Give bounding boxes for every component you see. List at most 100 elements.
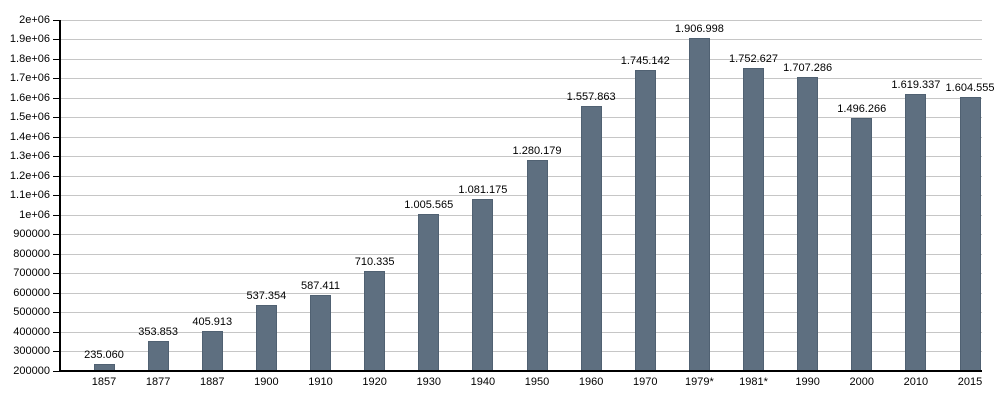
y-axis-tick-label: 1.5e+06 <box>9 111 50 123</box>
x-axis-tick-label: 1979* <box>684 376 714 388</box>
gridline <box>60 97 982 99</box>
x-axis-tick-label: 1981* <box>739 376 768 388</box>
x-axis-tick-label: 1960 <box>578 376 604 388</box>
y-axis-tick <box>53 78 60 79</box>
bar-value-label: 1.280.179 <box>512 145 562 158</box>
y-axis-tick-label: 300000 <box>13 345 50 357</box>
x-axis-tick-label: 1920 <box>362 376 387 388</box>
bar-value-label: 1.745.142 <box>620 54 670 67</box>
gridline <box>60 58 982 60</box>
x-axis-tick-label: 1930 <box>416 376 441 388</box>
y-axis-tick <box>53 214 60 216</box>
x-axis-tick-label: 1990 <box>795 376 820 388</box>
bar-value-label: 405.913 <box>192 315 233 328</box>
gridline <box>60 19 982 21</box>
bar-1960 <box>580 106 602 371</box>
bar-1950 <box>526 160 548 371</box>
x-axis-tick-label: 2010 <box>903 376 929 388</box>
gridline <box>60 234 982 235</box>
x-axis-line <box>60 370 982 372</box>
bar-2000 <box>851 118 873 371</box>
bar-1940 <box>472 199 494 371</box>
bar-1970 <box>634 69 656 371</box>
y-axis-tick <box>53 175 60 177</box>
y-axis-tick-label: 1.9e+06 <box>9 33 50 45</box>
y-axis-tick-label: 500000 <box>13 306 50 318</box>
bar-value-label: 1.604.555 <box>945 82 995 95</box>
gridline <box>60 351 982 352</box>
bar-2010 <box>905 94 927 371</box>
gridline <box>60 253 982 255</box>
bar-1887 <box>201 330 223 371</box>
y-axis-tick <box>53 156 60 157</box>
gridline <box>60 195 982 196</box>
y-axis-tick-label: 2e+06 <box>19 13 50 26</box>
bar-value-label: 1.707.286 <box>783 62 833 75</box>
y-axis-tick <box>53 195 60 196</box>
y-axis-tick-label: 700000 <box>13 267 50 279</box>
bar-1900 <box>255 305 277 371</box>
bar-1930 <box>418 213 440 371</box>
bar-2015 <box>959 97 981 371</box>
y-axis-tick-label: 900000 <box>13 228 50 240</box>
bar-value-label: 537.354 <box>246 290 287 303</box>
bar-value-label: 353.853 <box>138 325 178 338</box>
y-axis-line <box>59 20 61 372</box>
bar-value-label: 710.335 <box>354 256 395 269</box>
y-axis-tick <box>53 39 60 40</box>
gridline <box>60 78 982 79</box>
x-axis-tick-label: 1950 <box>524 376 550 388</box>
gridline <box>60 312 982 313</box>
x-axis-tick-label: 1910 <box>308 376 333 388</box>
y-axis-tick-label: 1.3e+06 <box>9 150 50 162</box>
y-axis-tick <box>53 136 60 138</box>
bar-value-label: 1.496.266 <box>837 103 887 116</box>
y-axis-tick-label: 1.4e+06 <box>9 130 50 143</box>
y-axis-tick-label: 400000 <box>13 325 50 338</box>
y-axis-tick <box>53 97 60 99</box>
bar-1920 <box>364 271 386 371</box>
gridline <box>60 273 982 274</box>
gridline <box>60 117 982 118</box>
y-axis-tick <box>53 273 60 274</box>
bar-1990 <box>797 77 819 371</box>
gridline <box>60 175 982 177</box>
y-axis-tick-label: 800000 <box>13 247 50 260</box>
y-axis-tick <box>53 331 60 333</box>
bar-value-label: 587.411 <box>301 280 340 293</box>
bar-value-label: 235.060 <box>84 349 124 362</box>
bar-value-label: 1.005.565 <box>404 198 454 211</box>
bar-1857 <box>93 364 115 371</box>
x-axis-tick-label: 1887 <box>200 376 225 388</box>
y-axis-tick <box>53 234 60 235</box>
gridline <box>60 214 982 216</box>
bar-1877 <box>147 340 169 371</box>
gridline <box>60 156 982 157</box>
y-axis-tick-label: 1.8e+06 <box>9 52 50 65</box>
x-axis-tick-label: 1940 <box>470 376 496 388</box>
x-axis-tick-label: 2000 <box>849 376 874 388</box>
bar-value-label: 1.081.175 <box>458 184 508 197</box>
x-axis-tick-label: 1857 <box>91 376 117 388</box>
y-axis-tick <box>53 117 60 118</box>
bar-value-label: 1.557.863 <box>566 91 616 104</box>
y-axis-tick-label: 1.1e+06 <box>9 189 50 201</box>
gridline <box>60 331 982 333</box>
gridline <box>60 136 982 138</box>
y-axis-tick <box>53 19 60 21</box>
x-axis-tick-label: 1900 <box>254 376 279 388</box>
y-axis-tick-label: 600000 <box>13 286 50 299</box>
y-axis-tick <box>53 292 60 294</box>
bar-value-label: 1.619.337 <box>891 79 941 92</box>
x-axis-tick-label: 1877 <box>145 376 171 388</box>
y-axis-tick-label: 1.6e+06 <box>9 91 50 104</box>
y-axis-tick <box>53 351 60 352</box>
y-axis-tick <box>53 58 60 60</box>
bar-1910 <box>310 295 331 371</box>
y-axis-tick <box>53 370 60 372</box>
bar-value-label: 1.752.627 <box>729 53 778 66</box>
y-axis-tick <box>53 253 60 255</box>
x-axis-tick-label: 2015 <box>957 376 983 388</box>
y-axis-tick-label: 1e+06 <box>19 208 50 221</box>
